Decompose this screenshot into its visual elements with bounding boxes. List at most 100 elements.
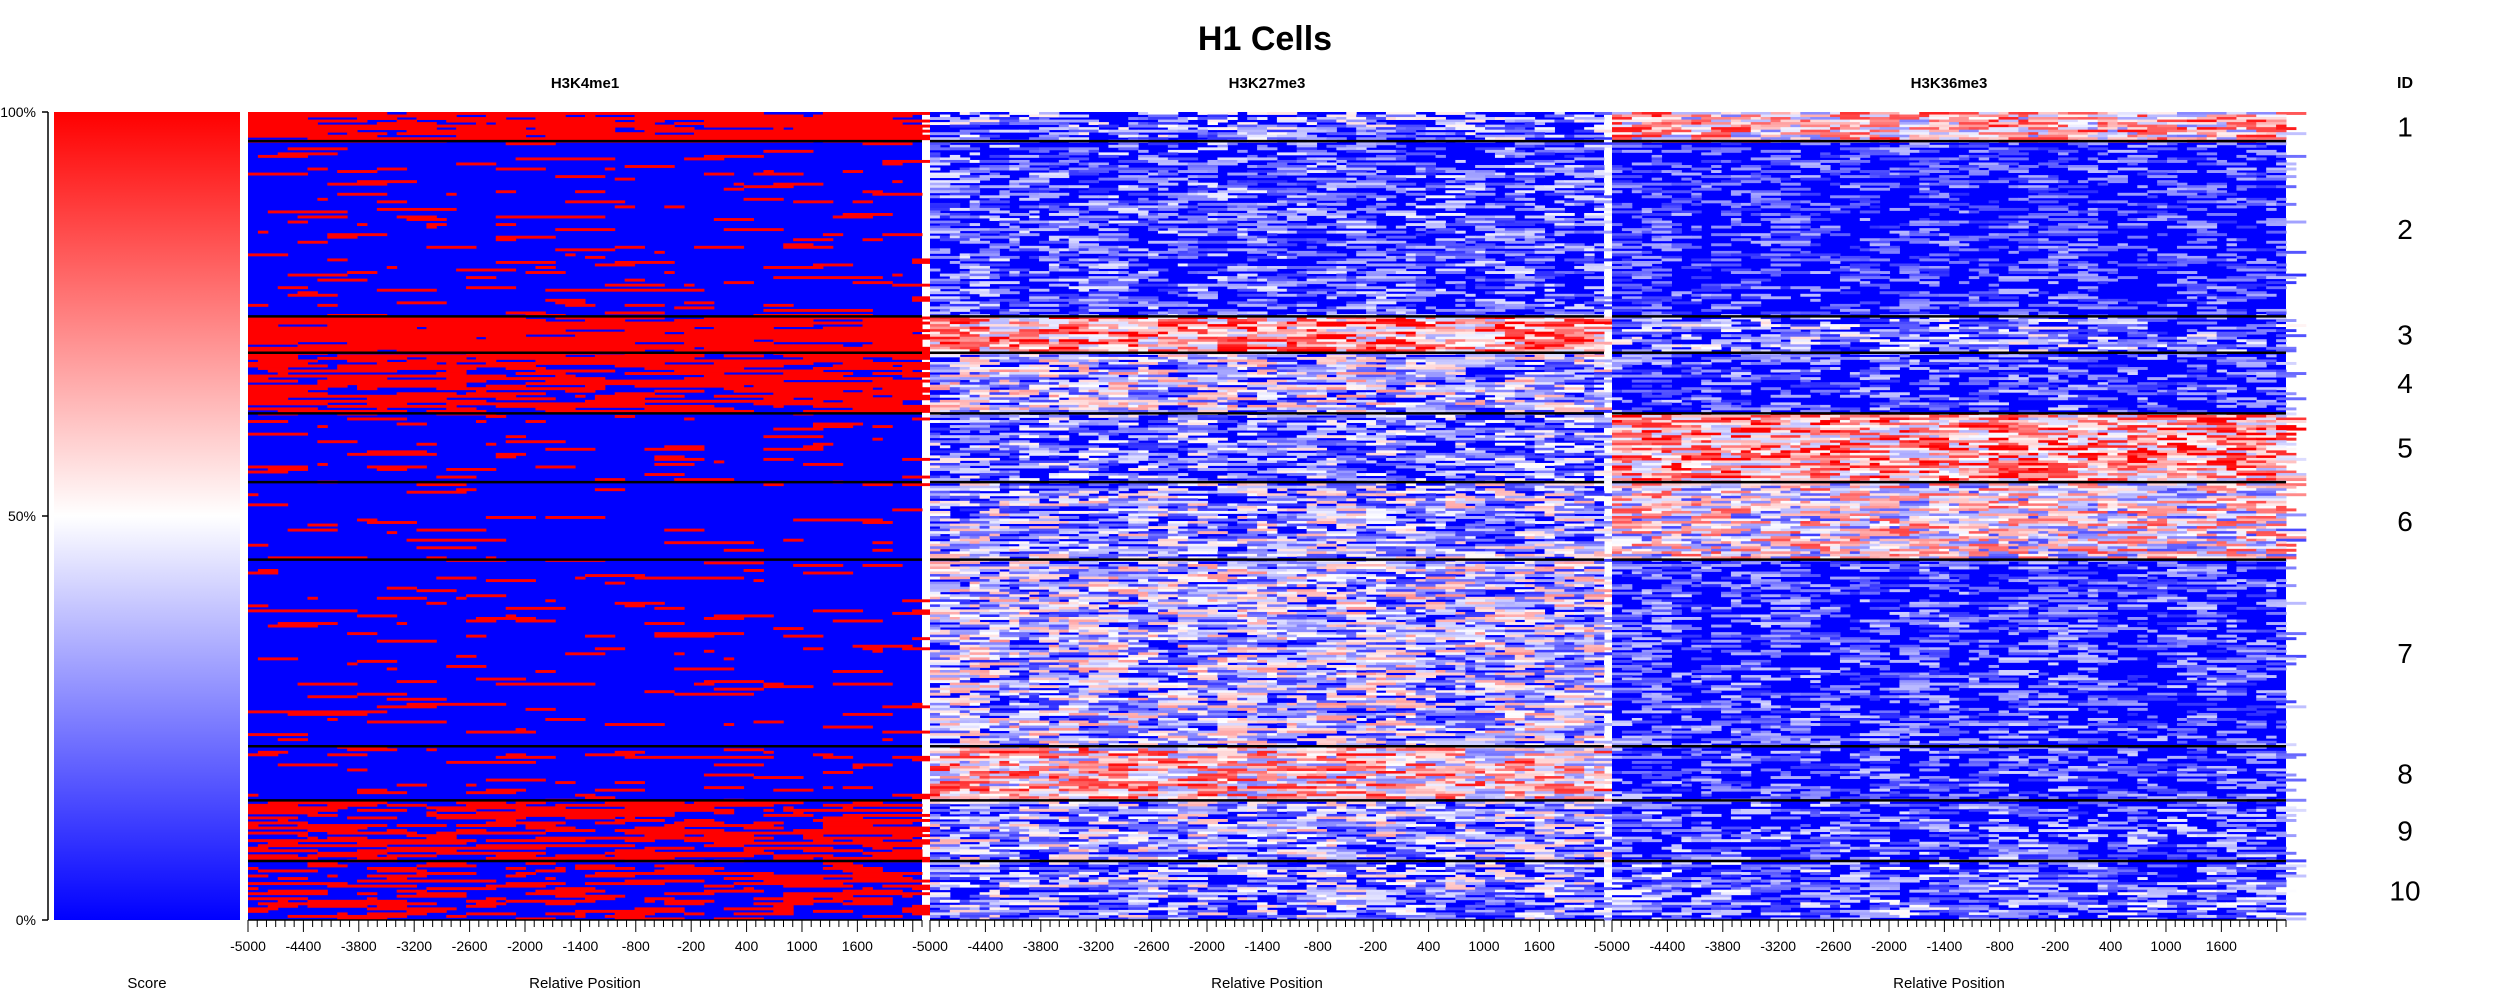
heatmap-cell: [1158, 301, 1188, 304]
heatmap-cell: [535, 827, 545, 830]
heatmap-cell: [763, 880, 823, 883]
heatmap-cell: [1584, 301, 1614, 304]
heatmap-cell: [773, 362, 813, 365]
heatmap-cell: [625, 806, 645, 809]
heatmap-cell: [1366, 279, 1396, 282]
heatmap-cell: [1079, 289, 1089, 292]
heatmap-cell: [1217, 279, 1227, 282]
heatmap-cell: [1406, 357, 1426, 360]
heatmap-cell: [1376, 334, 1396, 337]
heatmap-cell: [496, 854, 536, 857]
heatmap-cell: [684, 382, 744, 385]
heatmap-cell: [1535, 165, 1565, 168]
heatmap-cell: [1237, 311, 1247, 314]
heatmap-cell: [466, 276, 496, 279]
heatmap-cell: [763, 809, 773, 812]
heatmap-cell: [853, 839, 883, 842]
heatmap-cell: [1178, 327, 1188, 330]
heatmap-cell: [654, 635, 714, 638]
heatmap-cell: [1535, 205, 1545, 208]
heatmap-cell: [773, 832, 783, 835]
heatmap-cell: [516, 157, 566, 160]
heatmap-cell: [466, 392, 506, 395]
heatmap-cell: [407, 539, 447, 542]
heatmap-cell: [307, 339, 317, 342]
heatmap-cell: [1079, 299, 1109, 302]
heatmap-cell: [930, 299, 960, 302]
heatmap-cell: [1406, 152, 1436, 155]
heatmap-cell: [1515, 390, 1525, 393]
heatmap-cell: [1227, 117, 1237, 120]
heatmap-cell: [1455, 428, 1475, 431]
heatmap-cell: [1406, 223, 1426, 226]
heatmap-cell: [960, 463, 990, 466]
heatmap-cell: [970, 120, 1000, 123]
heatmap-cell: [1099, 155, 1119, 158]
heatmap-cell: [1069, 397, 1099, 400]
heatmap-cell: [1525, 400, 1555, 403]
heatmap-cell: [872, 127, 882, 130]
heatmap-cell: [585, 574, 645, 577]
heatmap-cell: [1108, 362, 1128, 365]
heatmap-cell: [1178, 253, 1208, 256]
heatmap-cell: [248, 327, 288, 330]
heatmap-cell: [466, 127, 526, 130]
heatmap-cell: [1525, 430, 1555, 433]
heatmap-cell: [863, 915, 903, 918]
heatmap-cell: [1208, 415, 1228, 418]
heatmap-cell: [1208, 132, 1218, 135]
heatmap-cell: [1039, 322, 1069, 325]
heatmap-cell: [970, 438, 980, 441]
heatmap-cell: [1019, 120, 1039, 123]
heatmap-cell: [585, 339, 645, 342]
heatmap-cell: [1336, 226, 1346, 229]
heatmap-cell: [1267, 344, 1287, 347]
heatmap-cell: [970, 281, 980, 284]
heatmap-cell: [950, 233, 980, 236]
heatmap-cell: [1317, 178, 1347, 181]
heatmap-cell: [1019, 347, 1049, 350]
heatmap-cell: [1416, 392, 1446, 395]
heatmap-cell: [1436, 339, 1446, 342]
heatmap-cell: [1485, 188, 1495, 191]
heatmap-cell: [1059, 453, 1079, 456]
heatmap-cell: [1525, 306, 1535, 309]
heatmap-cell: [1297, 455, 1307, 458]
heatmap-cell: [1505, 241, 1535, 244]
heatmap-cell: [1217, 213, 1237, 216]
heatmap-cell: [783, 246, 833, 249]
heatmap-cell: [258, 359, 298, 362]
heatmap-cell: [446, 402, 466, 405]
heatmap-cell: [1366, 438, 1386, 441]
heatmap-cell: [989, 246, 1009, 249]
heatmap-cell: [1386, 367, 1396, 370]
heatmap-cell: [1108, 130, 1138, 133]
heatmap-cell: [1564, 334, 1594, 337]
heatmap-cell: [1455, 365, 1485, 368]
heatmap-cell: [1584, 332, 1604, 335]
heatmap-cell: [1336, 362, 1366, 365]
heatmap-cell: [526, 327, 586, 330]
heatmap-cell: [1267, 365, 1297, 368]
heatmap-cell: [989, 258, 1009, 261]
heatmap-cell: [466, 380, 476, 383]
heatmap-cell: [307, 407, 317, 410]
heatmap-cell: [940, 400, 960, 403]
heatmap-cell: [960, 370, 990, 373]
heatmap-cell: [456, 655, 476, 658]
heatmap-cell: [625, 809, 655, 812]
heatmap-cell: [1188, 294, 1218, 297]
heatmap-cell: [407, 337, 417, 340]
heatmap-cell: [1287, 380, 1297, 383]
heatmap-cell: [1475, 324, 1495, 327]
heatmap-cell: [426, 137, 436, 140]
heatmap-cell: [1118, 135, 1138, 138]
heatmap-cell: [724, 723, 734, 726]
heatmap-cell: [1505, 405, 1535, 408]
heatmap-cell: [506, 344, 516, 347]
heatmap-cell: [1208, 367, 1238, 370]
heatmap-cell: [1475, 284, 1485, 287]
heatmap-cell: [930, 137, 960, 140]
heatmap-cell: [1326, 402, 1336, 405]
heatmap-cell: [980, 168, 990, 171]
